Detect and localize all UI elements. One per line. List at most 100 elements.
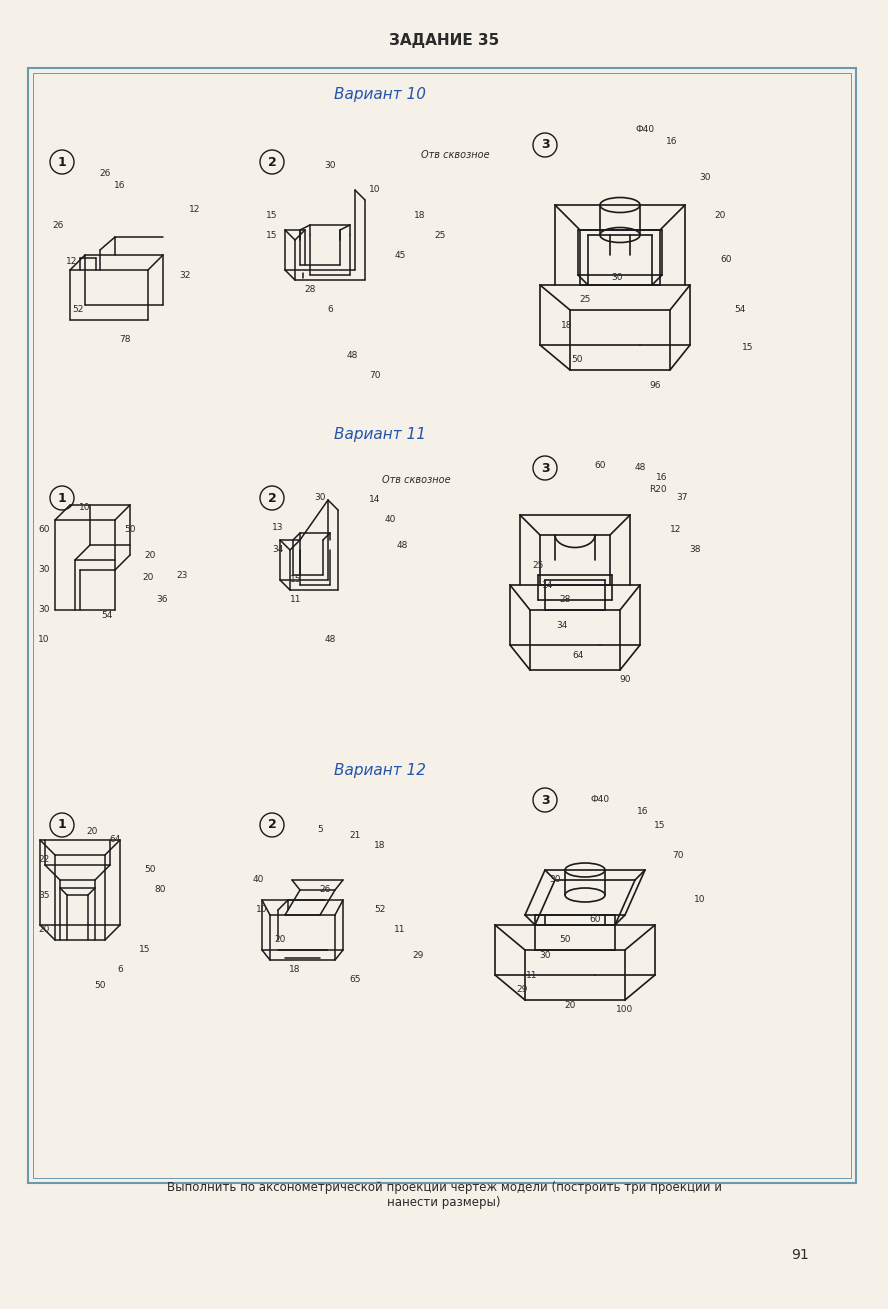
Text: 2: 2 — [267, 818, 276, 831]
Text: 30: 30 — [38, 565, 50, 575]
Text: 26: 26 — [99, 169, 111, 178]
Text: 60: 60 — [720, 255, 732, 264]
Text: 45: 45 — [394, 250, 406, 259]
Text: 22: 22 — [38, 856, 50, 864]
Text: 29: 29 — [412, 950, 424, 959]
Text: 20: 20 — [274, 936, 286, 945]
Text: 50: 50 — [559, 936, 571, 945]
Text: 10: 10 — [369, 186, 381, 195]
Text: 70: 70 — [672, 851, 684, 860]
Text: 1: 1 — [58, 156, 67, 169]
Text: 48: 48 — [324, 635, 336, 644]
Text: 14: 14 — [543, 580, 554, 589]
Text: 30: 30 — [539, 950, 551, 959]
Text: 91: 91 — [791, 1247, 809, 1262]
Text: 52: 52 — [375, 906, 385, 915]
Text: 65: 65 — [349, 975, 361, 984]
Text: 52: 52 — [72, 305, 83, 314]
Text: 2: 2 — [267, 491, 276, 504]
Text: 20: 20 — [145, 551, 155, 559]
Text: 3: 3 — [541, 139, 550, 152]
Text: 6: 6 — [117, 966, 123, 974]
Text: 1: 1 — [58, 818, 67, 831]
Text: 70: 70 — [369, 370, 381, 380]
Text: 12: 12 — [189, 206, 201, 215]
Text: Вариант 11: Вариант 11 — [334, 428, 426, 442]
Text: 34: 34 — [273, 546, 283, 555]
Text: 14: 14 — [369, 496, 381, 504]
Text: 28: 28 — [559, 596, 571, 605]
Text: 5: 5 — [317, 826, 323, 835]
Text: 25: 25 — [434, 230, 446, 240]
Text: Отв сквозное: Отв сквозное — [421, 151, 489, 160]
Text: 50: 50 — [94, 980, 106, 990]
Text: 11: 11 — [394, 925, 406, 935]
Text: 20: 20 — [564, 1000, 575, 1009]
Text: 15: 15 — [290, 576, 302, 585]
Text: 32: 32 — [179, 271, 191, 280]
Text: 10: 10 — [79, 503, 91, 512]
Text: 25: 25 — [579, 296, 591, 305]
Text: Ф40: Ф40 — [636, 126, 654, 135]
Text: 20: 20 — [86, 827, 98, 836]
Text: Ф40: Ф40 — [591, 796, 609, 805]
Bar — [28, 68, 856, 1183]
Text: 18: 18 — [561, 321, 573, 330]
Text: 54: 54 — [734, 305, 746, 314]
Text: Отв сквозное: Отв сквозное — [382, 475, 450, 486]
Text: 36: 36 — [156, 596, 168, 605]
Text: Вариант 12: Вариант 12 — [334, 763, 426, 778]
Text: 64: 64 — [109, 835, 121, 844]
Text: 16: 16 — [656, 474, 668, 483]
Text: 30: 30 — [314, 493, 326, 503]
Text: 15: 15 — [266, 230, 278, 240]
Text: 40: 40 — [252, 876, 264, 885]
Text: 35: 35 — [38, 890, 50, 899]
Text: 10: 10 — [38, 635, 50, 644]
Text: 34: 34 — [556, 620, 567, 630]
Text: 30: 30 — [38, 606, 50, 614]
Text: 10: 10 — [257, 906, 268, 915]
Text: 15: 15 — [266, 211, 278, 220]
Text: 90: 90 — [619, 675, 630, 685]
Text: 21: 21 — [349, 830, 361, 839]
Text: 15: 15 — [654, 821, 666, 830]
Text: 11: 11 — [290, 596, 302, 605]
Text: ЗАДАНИЕ 35: ЗАДАНИЕ 35 — [389, 33, 499, 47]
Text: 64: 64 — [572, 651, 583, 660]
Text: 100: 100 — [616, 1005, 634, 1014]
Text: Выполнить по аксонометрической проекции чертеж модели (построить три проекции и
: Выполнить по аксонометрической проекции … — [167, 1181, 721, 1210]
Text: 23: 23 — [177, 571, 187, 580]
Text: 18: 18 — [414, 211, 425, 220]
Text: 38: 38 — [689, 546, 701, 555]
Text: 26: 26 — [320, 885, 330, 894]
Text: 26: 26 — [52, 220, 64, 229]
Text: 16: 16 — [115, 181, 126, 190]
Text: 78: 78 — [119, 335, 131, 344]
Text: 50: 50 — [124, 525, 136, 534]
Text: 50: 50 — [571, 356, 583, 364]
Text: 2: 2 — [267, 156, 276, 169]
Bar — [33, 73, 851, 1178]
Text: 60: 60 — [590, 915, 601, 924]
Text: 54: 54 — [101, 610, 113, 619]
Text: 11: 11 — [527, 970, 538, 979]
Text: Вариант 10: Вариант 10 — [334, 88, 426, 102]
Text: 48: 48 — [346, 351, 358, 360]
Text: 18: 18 — [374, 840, 385, 850]
Text: 96: 96 — [649, 381, 661, 390]
Text: 16: 16 — [638, 808, 649, 817]
Text: 20: 20 — [714, 211, 725, 220]
Text: 37: 37 — [677, 493, 687, 503]
Text: 25: 25 — [532, 560, 543, 569]
Text: 13: 13 — [273, 522, 284, 531]
Text: 30: 30 — [699, 174, 710, 182]
Text: 20: 20 — [38, 925, 50, 935]
Text: 29: 29 — [516, 986, 527, 995]
Text: 10: 10 — [694, 895, 706, 905]
Text: 16: 16 — [666, 137, 678, 147]
Text: 30: 30 — [611, 274, 622, 283]
Text: 28: 28 — [305, 285, 316, 295]
Text: 30: 30 — [324, 161, 336, 169]
Text: 3: 3 — [541, 462, 550, 474]
